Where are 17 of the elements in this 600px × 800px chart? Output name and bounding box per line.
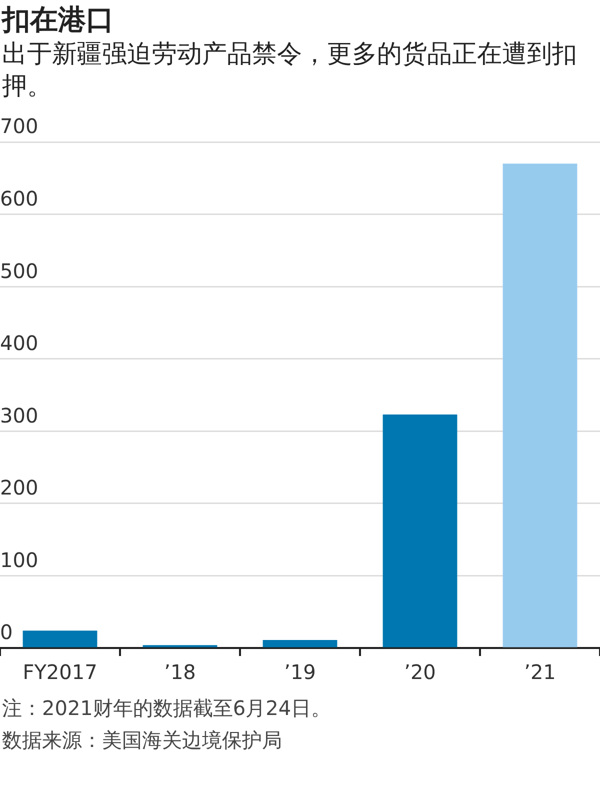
y-tick-label: 700: [0, 114, 38, 138]
chart-title: 扣在港口: [2, 2, 115, 38]
x-tick-label: ’18: [164, 660, 196, 684]
x-tick-label: ’20: [404, 660, 436, 684]
y-tick-label: 100: [0, 548, 38, 572]
y-tick-label: 500: [0, 258, 38, 283]
x-tick-label: FY2017: [22, 660, 98, 684]
y-tick-label: 200: [0, 476, 38, 500]
y-tick-label: 300: [0, 403, 38, 428]
x-tick-label: ’19: [284, 660, 316, 684]
y-tick-label: 0: [0, 620, 13, 644]
chart-subtitle: 出于新疆强迫劳动产品禁令，更多的货品正在遭到扣押。: [2, 38, 577, 102]
x-tick-label: ’21: [524, 660, 556, 684]
y-tick-label: 600: [0, 186, 38, 210]
text: 注：2021财年的数据截至6月24日。: [2, 695, 332, 722]
y-tick-label: 400: [0, 331, 38, 356]
source-note: 数据来源：美国海关边境保护局: [2, 727, 283, 754]
